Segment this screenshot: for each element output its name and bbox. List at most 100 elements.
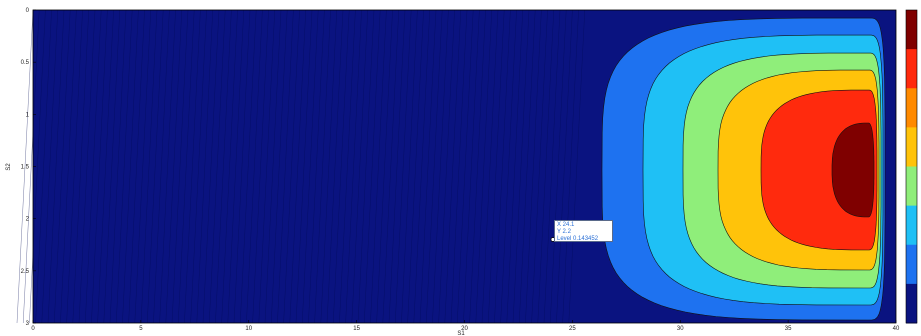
y-axis: 0 0.5 1 1.5 2 2.5 3: [21, 8, 36, 327]
contour-line-faint: [97, 9, 114, 324]
contour-line-faint: [407, 9, 424, 324]
x-tick-label: 25: [569, 326, 576, 332]
x-tick-label: 40: [893, 326, 900, 332]
x-tick-label: 30: [677, 326, 684, 332]
contour-line-faint: [29, 9, 46, 324]
y-tick-label: 0: [26, 8, 30, 14]
contour-line-faint: [506, 9, 524, 324]
colorbar-swatch: [906, 88, 917, 128]
contour-line-faint: [66, 9, 83, 324]
contour-line-faint: [35, 9, 52, 324]
contour-line-faint: [370, 9, 387, 324]
contour-line-faint: [84, 9, 102, 324]
contour-line-faint: [53, 9, 71, 324]
colorbar-swatch: [906, 244, 917, 285]
contour-line-faint: [233, 9, 251, 324]
contour-line-faint: [314, 9, 331, 324]
contour-line-faint: [227, 9, 245, 324]
contour-line-faint: [289, 9, 307, 324]
contour-line-faint: [221, 9, 238, 324]
contour-line-faint: [134, 9, 152, 324]
contour-line-faint: [270, 9, 288, 324]
y-tick-label: 3: [26, 321, 30, 327]
contour-line-faint: [475, 9, 493, 324]
contour-line-faint: [91, 9, 108, 324]
x-tick-label: 15: [353, 326, 360, 332]
datatip-x: X 24.1: [557, 222, 575, 228]
contour-line-faint: [425, 9, 443, 324]
contour-line-faint: [277, 9, 294, 324]
x-tick-label: 20: [461, 326, 468, 332]
contour-line-faint: [556, 9, 573, 324]
contour-line-faint: [60, 9, 77, 324]
colorbar-swatch: [906, 127, 917, 167]
contour-line-faint: [295, 9, 313, 324]
contour-line-faint: [264, 9, 282, 324]
contour-line-faint: [122, 9, 139, 324]
y-tick-label: 2: [26, 217, 30, 223]
x-tick-label: 5: [139, 326, 143, 332]
colorbar-swatch: [906, 49, 917, 89]
contour-line-faint: [537, 9, 555, 324]
contour-line-faint: [512, 9, 530, 324]
contour-line-faint: [159, 9, 176, 324]
contour-line-faint: [196, 9, 214, 324]
contour-line-faint: [165, 9, 183, 324]
contour-line-faint: [413, 9, 431, 324]
datatip-level: Level 0.143452: [557, 236, 599, 242]
contour-line-faint: [394, 9, 412, 324]
contour-line-faint: [115, 9, 133, 324]
contour-line-faint: [140, 9, 158, 324]
contour-line-faint: [208, 9, 226, 324]
contour-line-faint: [543, 9, 561, 324]
contour-line-faint: [345, 9, 362, 324]
x-tick-label: 10: [245, 326, 252, 332]
x-axis-label: S1: [457, 331, 465, 336]
contour-line-faint: [246, 9, 263, 324]
contour-line-faint: [177, 9, 195, 324]
contour-line-faint: [252, 9, 269, 324]
contour-line-faint: [41, 9, 59, 324]
contour-line-faint: [215, 9, 232, 324]
datatip[interactable]: X 24.1 Y 2.2 Level 0.143452: [554, 220, 613, 242]
contour-line-faint: [487, 9, 505, 324]
contour-line-faint: [438, 9, 455, 324]
contour-line-faint: [518, 9, 536, 324]
contour-line-faint: [339, 9, 356, 324]
contour-line-faint: [16, 9, 34, 324]
contour-line-faint: [190, 9, 207, 324]
contour-line-faint: [500, 9, 517, 324]
colorbar-frame: [905, 9, 918, 324]
x-axis: 0 5 10 15 20 25 30 35 40: [31, 320, 900, 332]
contour-line-faint: [153, 9, 170, 324]
x-tick-label: 0: [31, 326, 35, 332]
contour-line-faint: [401, 9, 418, 324]
contour-line-faint: [109, 9, 127, 324]
contour-line-faint: [525, 9, 542, 324]
contour-line-faint: [531, 9, 548, 324]
contour-line-faint: [47, 9, 65, 324]
y-tick-label: 1: [26, 112, 30, 118]
datatip-y: Y 2.2: [557, 229, 571, 235]
colorbar-swatch: [906, 10, 917, 50]
contour-line-faint: [202, 9, 220, 324]
contour-line-faint: [171, 9, 189, 324]
contour-line-faint: [463, 9, 480, 324]
contour-region-level-7: [831, 122, 875, 218]
contour-plot-area: [16, 9, 897, 324]
contour-line-faint: [363, 9, 381, 324]
y-tick-label: 0.5: [21, 60, 30, 66]
y-axis-label: S2: [6, 163, 12, 171]
colorbar-swatch: [906, 283, 917, 324]
contour-line-faint: [184, 9, 201, 324]
contour-line-faint: [78, 9, 96, 324]
contour-line-faint: [469, 9, 486, 324]
contour-line-faint: [376, 9, 393, 324]
y-tick-label: 1.5: [21, 165, 30, 171]
contour-line-faint: [258, 9, 276, 324]
contour-line-faint: [239, 9, 257, 324]
contour-line-faint: [351, 9, 369, 324]
contour-line-faint: [562, 9, 579, 324]
contour-line-faint: [22, 9, 40, 324]
